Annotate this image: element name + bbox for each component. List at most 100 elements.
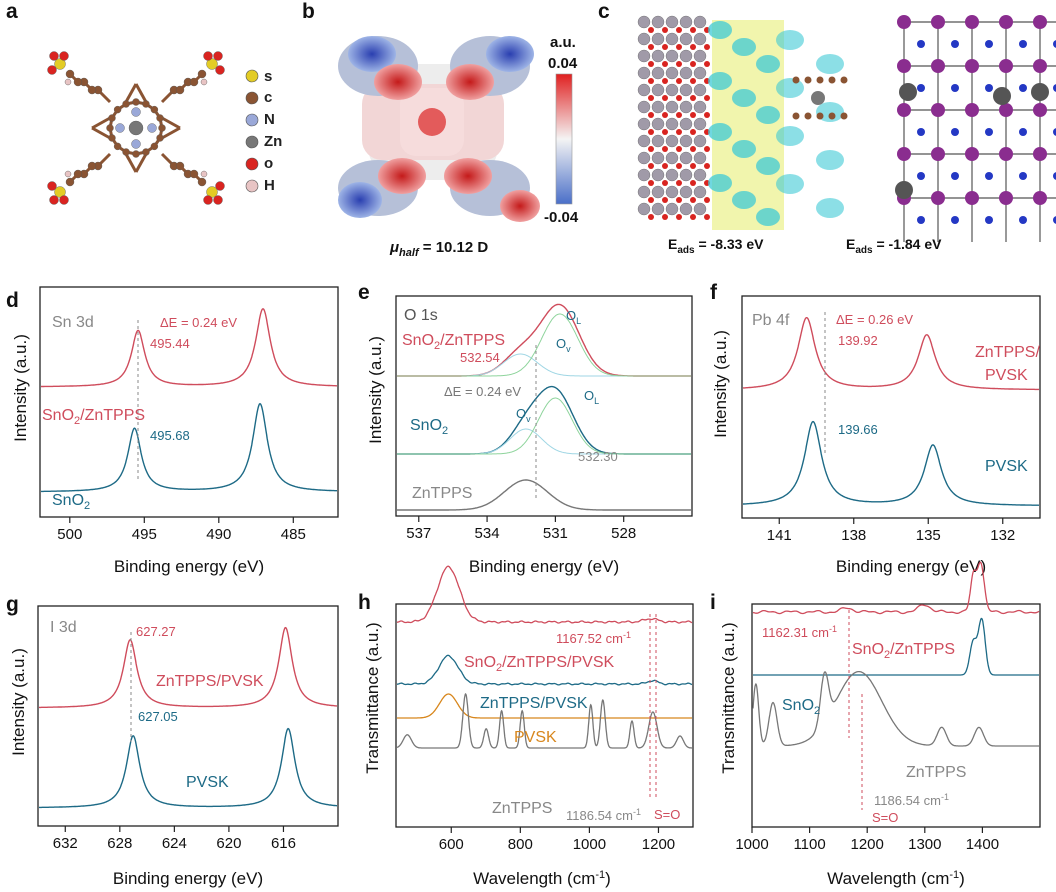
tin-atom	[651, 15, 665, 29]
charge-density	[776, 174, 804, 194]
tin-atom	[679, 32, 693, 46]
carbon-atom	[122, 148, 130, 156]
tin-atom	[665, 49, 679, 63]
oxygen-atom	[47, 181, 57, 191]
charge-density	[776, 78, 804, 98]
tick-label: 500	[57, 526, 82, 543]
methylammonium-ion	[917, 40, 925, 48]
hydrogen-atom	[200, 170, 208, 178]
title-e: O 1s	[404, 307, 438, 324]
charge-density	[732, 89, 756, 107]
series-line	[397, 479, 691, 511]
series-line	[752, 670, 1039, 747]
tin-atom	[651, 168, 665, 182]
methylammonium-ion	[1019, 172, 1027, 180]
iodine-atom	[999, 147, 1013, 161]
charge-density	[776, 126, 804, 146]
panel-label-e: e	[358, 281, 370, 304]
eads-sno2: Eads = -8.33 eV	[668, 236, 764, 256]
series-name-pvsk: PVSK	[514, 729, 557, 746]
oxygen-atom	[690, 44, 696, 50]
series-line	[397, 693, 692, 719]
series-name-sno2-zntpps-pvsk: SnO2/ZnTPPS/PVSK	[464, 654, 615, 674]
esp-map	[338, 36, 540, 222]
oxygen-atom	[690, 163, 696, 169]
oxygen-atom	[676, 95, 682, 101]
tin-atom	[665, 168, 679, 182]
tin-atom	[665, 185, 679, 199]
carbon-atom	[197, 69, 207, 79]
oxygen-atom	[676, 78, 682, 84]
oxygen-atom	[690, 112, 696, 118]
wavenumber-label: 1162.31 cm-1	[762, 624, 837, 640]
colorbar-max: 0.04	[548, 55, 578, 72]
tick-label: 528	[611, 525, 636, 542]
tin-atom	[651, 83, 665, 97]
iodine-atom	[1033, 147, 1047, 161]
xlabel-d: Binding energy (eV)	[114, 557, 264, 576]
peak-label: 532.30	[578, 449, 618, 464]
colorbar-min: -0.04	[544, 209, 579, 226]
series-line	[397, 565, 693, 624]
tick-label: 135	[916, 527, 941, 544]
series-line	[396, 693, 692, 749]
oxygen-atom	[648, 44, 654, 50]
tin-atom	[693, 32, 707, 46]
tin-atom	[637, 134, 651, 148]
ylabel-h: Transmittance (a.u.)	[363, 622, 382, 773]
carbon-atom	[840, 112, 848, 120]
tin-atom	[637, 32, 651, 46]
nitrogen-atom	[131, 107, 141, 117]
series-line	[753, 617, 1039, 676]
carbon-atom	[106, 124, 114, 132]
lead-atom	[895, 181, 913, 199]
colorbar-unit: a.u.	[550, 34, 576, 51]
oxygen-atom	[704, 95, 710, 101]
oxygen-atom	[704, 197, 710, 203]
methylammonium-ion	[1019, 128, 1027, 136]
oxygen-atom	[662, 129, 668, 135]
delta-d: ΔE = 0.24 eV	[160, 315, 237, 330]
tick-label: 132	[990, 527, 1015, 544]
oxygen-atom	[676, 27, 682, 33]
tick-label: 1100	[793, 836, 825, 853]
tick-label: 141	[767, 527, 792, 544]
delta-e: ΔE = 0.24 eV	[444, 384, 521, 399]
methylammonium-ion	[985, 40, 993, 48]
axis-ticks-d: 500 495 490 485	[57, 517, 306, 543]
charge-density	[776, 30, 804, 50]
carbon-atom	[108, 134, 116, 142]
bond	[91, 116, 111, 130]
axis-ticks-h: 600 800 1000 1200	[439, 827, 675, 853]
series-line	[752, 561, 1040, 615]
tin-atom	[637, 185, 651, 199]
charge-density	[708, 123, 732, 141]
oxygen-atom	[662, 163, 668, 169]
oxygen-atom	[47, 65, 57, 75]
iodine-atom	[999, 191, 1013, 205]
carbon-atom	[792, 112, 800, 120]
tick-label: 1200	[851, 836, 884, 853]
tick-label: 632	[53, 835, 78, 852]
wavenumber-label: 1186.54 cm-1	[566, 807, 641, 823]
oxygen-atom	[49, 51, 59, 61]
methylammonium-ion	[917, 216, 925, 224]
iodine-atom	[999, 15, 1013, 29]
series-name-pvsk: PVSK	[985, 458, 1028, 475]
methylammonium-ion	[1053, 84, 1056, 92]
carbon-atom	[840, 76, 848, 84]
series-name-zntpps-pvsk: ZnTPPS/PVSK	[156, 673, 264, 690]
oxygen-atom	[662, 95, 668, 101]
ov-label: Ov	[516, 406, 531, 424]
bond	[91, 126, 111, 140]
iodine-atom	[999, 59, 1013, 73]
oxygen-atom	[704, 163, 710, 169]
methylammonium-ion	[1019, 84, 1027, 92]
carbon-atom	[804, 76, 812, 84]
tin-atom	[637, 49, 651, 63]
fit-line	[397, 397, 691, 455]
ol-label: OL	[566, 308, 581, 326]
oxygen-atom	[676, 180, 682, 186]
panel-label-d: d	[6, 289, 19, 312]
tin-atom	[693, 134, 707, 148]
